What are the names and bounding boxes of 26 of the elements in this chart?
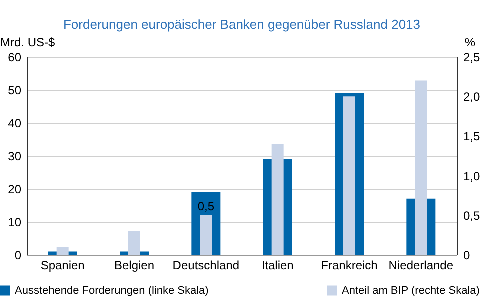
y2-tick-label: 1,0 bbox=[464, 169, 481, 184]
y-tick-label: 0 bbox=[14, 248, 22, 262]
x-tick-label: Spanien bbox=[40, 258, 85, 272]
x-tick-label: Italien bbox=[262, 258, 294, 272]
data-label: 0,5 bbox=[198, 199, 215, 214]
y2-tick-label: 0,5 bbox=[464, 208, 481, 223]
y2-tick-label: 2,0 bbox=[464, 90, 481, 104]
y-tick-label: 40 bbox=[8, 116, 22, 130]
y-tick-label: 20 bbox=[8, 182, 22, 196]
y2-tick-label: 0 bbox=[464, 248, 470, 262]
x-tick-label: Frankreich bbox=[321, 258, 378, 272]
y-tick-label: 60 bbox=[8, 50, 22, 64]
x-tick-label: Niederlande bbox=[388, 258, 454, 272]
y-axis-title: Mrd. US-$ bbox=[0, 36, 56, 50]
x-tick-label: Belgien bbox=[114, 258, 155, 272]
y-tick-label: 30 bbox=[8, 150, 22, 164]
bar bbox=[200, 215, 212, 255]
legend-label: Anteil am BIP (rechte Skala) bbox=[342, 284, 480, 297]
y2-tick-label: 2,5 bbox=[464, 50, 481, 64]
y2-tick-label: 1,5 bbox=[464, 130, 481, 144]
chart-title: Forderungen europäischer Banken gegenüber Russland 2013 bbox=[63, 17, 421, 32]
x-tick-label: Deutschland bbox=[172, 258, 240, 272]
y-tick-label: 50 bbox=[8, 84, 22, 98]
y-tick-label: 10 bbox=[8, 216, 22, 230]
legend-label: Ausstehende Forderungen (linke Skala) bbox=[15, 284, 209, 297]
y2-axis-title: % bbox=[464, 36, 476, 50]
